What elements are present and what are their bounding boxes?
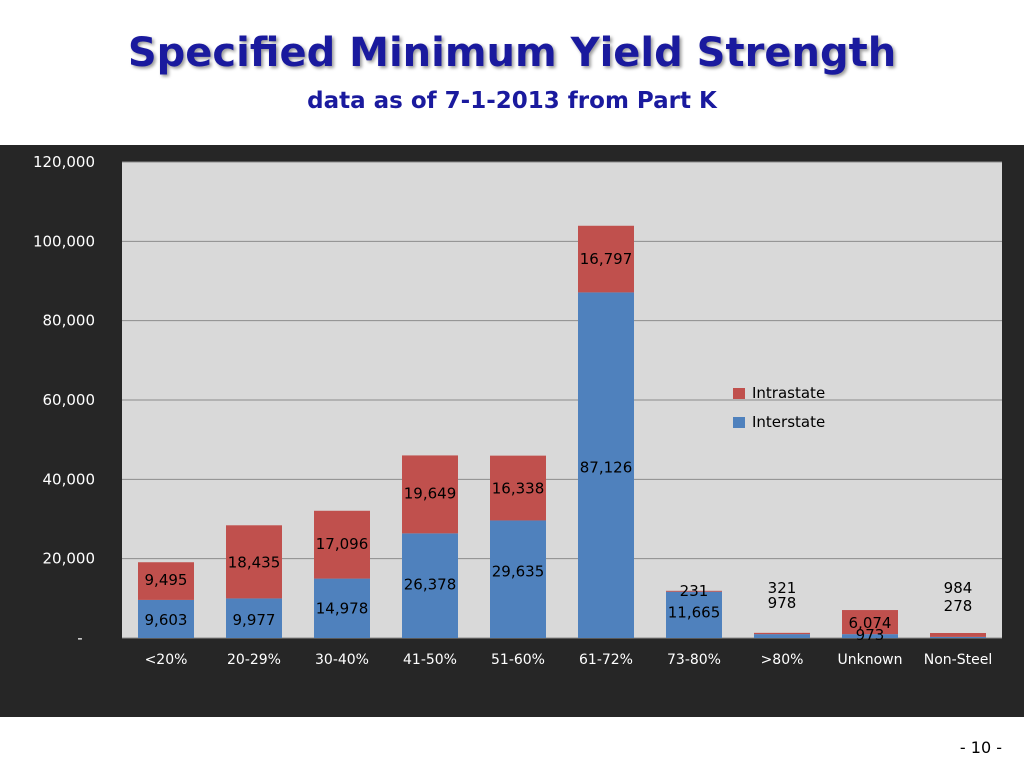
data-label-intrastate: 9,495 [145,571,188,589]
bar-interstate [314,578,370,638]
data-label-interstate: 973 [856,626,885,644]
data-label-interstate: 978 [768,594,797,612]
legend-label: Interstate [752,413,825,431]
bar-intrastate [842,610,898,635]
data-label-interstate: 11,665 [668,604,721,622]
bar-interstate [578,292,634,638]
page-number: - 10 - [959,738,1002,757]
x-tick-label: 61-72% [579,652,633,668]
bar-interstate [842,634,898,638]
x-tick-label: 51-60% [491,652,545,668]
bar-interstate [666,591,722,638]
data-label-interstate: 87,126 [580,458,633,476]
bar-interstate [930,636,986,638]
legend-label: Intrastate [752,384,825,402]
bar-interstate [490,520,546,638]
bar-intrastate [226,525,282,599]
x-tick-label: Unknown [838,652,903,668]
bar-interstate [138,599,194,638]
stacked-bar-chart: - 20,000 40,000 60,000 80,000 100,000 120,000 9… [33,153,1002,668]
data-label-interstate: 278 [944,597,973,615]
bar-intrastate [754,632,810,635]
x-tick-label: <20% [145,652,188,668]
slide-title: Specified Minimum Yield Strength [127,30,897,76]
y-tick-label: 80,000 [43,312,96,330]
data-label-intrastate: 6,074 [849,614,892,632]
y-tick-label: 20,000 [43,550,96,568]
legend-swatch [733,388,745,399]
x-tick-label: Non-Steel [924,652,992,668]
y-tick-label: 60,000 [43,391,96,409]
y-tick-label: - [77,629,82,647]
y-tick-label: 40,000 [43,470,96,488]
x-tick-label: 20-29% [227,652,281,668]
data-label-interstate: 9,977 [233,611,276,629]
data-label-intrastate: 17,096 [316,535,369,553]
bar-intrastate [402,455,458,534]
bar-intrastate [666,590,722,592]
data-label-intrastate: 984 [944,579,973,597]
y-tick-label: 100,000 [33,232,95,250]
data-label-intrastate: 18,435 [228,553,281,571]
data-label-intrastate: 19,649 [404,484,457,502]
bar-interstate [402,533,458,638]
bar-interstate [754,634,810,638]
bar-intrastate [930,632,986,637]
slide-subtitle: data as of 7-1-2013 from Part K [307,88,717,114]
chart-panel: - 20,000 40,000 60,000 80,000 100,000 120,000 9… [0,145,1024,717]
data-label-interstate: 26,378 [404,575,457,593]
data-label-intrastate: 16,797 [580,250,633,268]
x-tick-label: 30-40% [315,652,369,668]
data-label-interstate: 9,603 [145,611,188,629]
legend-swatch [733,417,745,428]
bar-interstate [226,598,282,638]
data-label-intrastate: 321 [768,579,797,597]
x-tick-label: 73-80% [667,652,721,668]
data-label-interstate: 29,635 [492,562,545,580]
x-tick-label: >80% [761,652,804,668]
bar-intrastate [578,225,634,293]
bar-intrastate [490,455,546,521]
y-tick-label: 120,000 [33,153,95,171]
bar-intrastate [138,562,194,600]
data-label-intrastate: 16,338 [492,480,545,498]
x-tick-label: 41-50% [403,652,457,668]
bar-intrastate [314,510,370,579]
data-label-intrastate: 231 [680,582,709,600]
data-label-interstate: 14,978 [316,600,369,618]
